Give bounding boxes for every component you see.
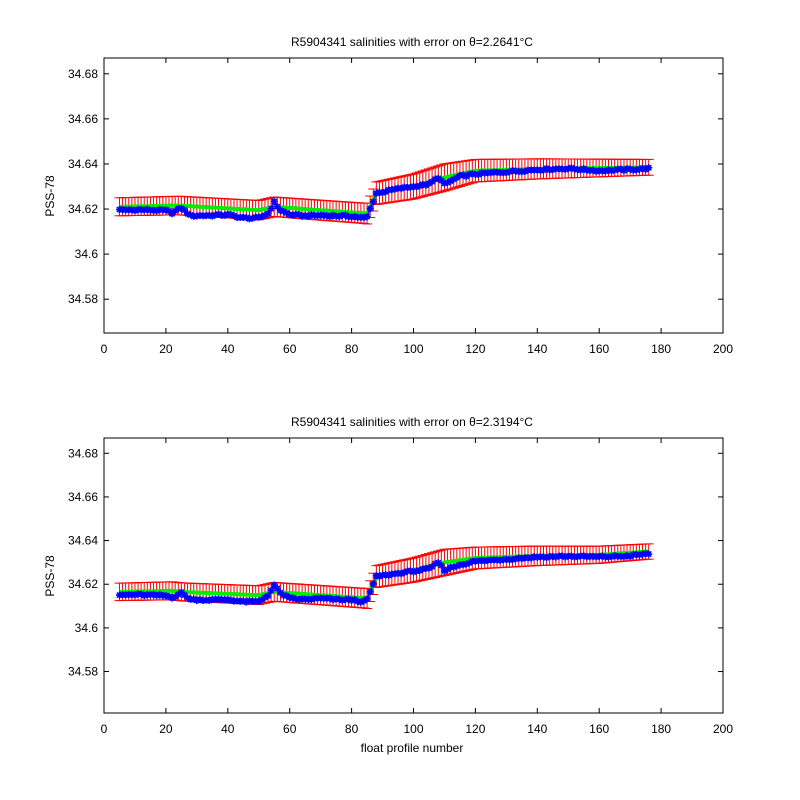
x-tick-label: 200 [713, 722, 733, 736]
x-tick-label: 120 [465, 722, 485, 736]
salinity-marker [465, 559, 473, 567]
y-tick-label: 34.66 [68, 490, 98, 504]
y-tick-label: 34.68 [68, 446, 98, 460]
salinity-marker [645, 550, 653, 558]
chart-1-ylabel: PSS-78 [43, 175, 57, 217]
y-tick-label: 34.62 [68, 202, 98, 216]
x-tick-label: 20 [159, 342, 173, 356]
salinity-marker [264, 592, 272, 600]
x-tick-label: 160 [589, 722, 609, 736]
salinity-marker [369, 580, 377, 588]
y-tick-label: 34.64 [68, 534, 98, 548]
y-tick-label: 34.68 [68, 67, 98, 81]
x-tick-label: 40 [221, 342, 235, 356]
salinity-marker [184, 594, 192, 602]
salinity-marker [437, 561, 445, 569]
salinity-marker [645, 164, 653, 172]
chart-2-plot-area: 0 20 40 60 80 100 120 140 160 180 200 34.58 34.6 34.6… [68, 437, 733, 736]
chart-panel-2: R5904341 salinities with error on θ=2.31… [43, 415, 733, 755]
x-tick-label: 20 [159, 722, 173, 736]
x-tick-label: 80 [345, 342, 359, 356]
x-tick-label: 60 [283, 722, 297, 736]
salinity-marker [366, 588, 374, 596]
chart-panel-1: R5904341 salinities with error on θ=2.26… [43, 35, 733, 356]
chart-2-title: R5904341 salinities with error on θ=2.31… [291, 415, 533, 429]
salinity-marker [267, 205, 275, 213]
chart-1-plot-area: 0 20 40 60 80 100 120 140 160 180 200 34.58 34.6 34.6… [68, 57, 733, 356]
chart-1-title: R5904341 salinities with error on θ=2.26… [291, 35, 533, 49]
y-tick-label: 34.58 [68, 292, 98, 306]
y-tick-label: 34.6 [75, 621, 99, 635]
y-tick-label: 34.64 [68, 157, 98, 171]
x-tick-label: 60 [283, 342, 297, 356]
y-tick-label: 34.58 [68, 665, 98, 679]
x-tick-label: 160 [589, 342, 609, 356]
x-tick-label: 140 [527, 722, 547, 736]
x-tick-label: 100 [403, 342, 423, 356]
salinity-marker [270, 197, 278, 205]
y-tick-label: 34.62 [68, 577, 98, 591]
salinity-marker [363, 213, 371, 221]
x-tick-label: 0 [101, 722, 108, 736]
salinity-marker [366, 205, 374, 213]
x-tick-label: 140 [527, 342, 547, 356]
x-tick-label: 80 [345, 722, 359, 736]
salinity-marker [264, 210, 272, 218]
salinity-marker [375, 572, 383, 580]
x-tick-label: 100 [403, 722, 423, 736]
salinity-marker [369, 198, 377, 206]
chart-2-xlabel: float profile number [361, 741, 464, 755]
x-tick-label: 180 [651, 722, 671, 736]
salinity-marker [273, 584, 281, 592]
y-tick-label: 34.6 [75, 247, 99, 261]
y-tick-label: 34.66 [68, 112, 98, 126]
x-tick-label: 0 [101, 342, 108, 356]
x-tick-label: 200 [713, 342, 733, 356]
chart-2-ylabel: PSS-78 [43, 555, 57, 597]
x-tick-label: 40 [221, 722, 235, 736]
salinity-marker [462, 560, 470, 568]
salinity-marker [363, 595, 371, 603]
x-tick-label: 180 [651, 342, 671, 356]
salinity-marker [267, 586, 275, 594]
x-tick-label: 120 [465, 342, 485, 356]
